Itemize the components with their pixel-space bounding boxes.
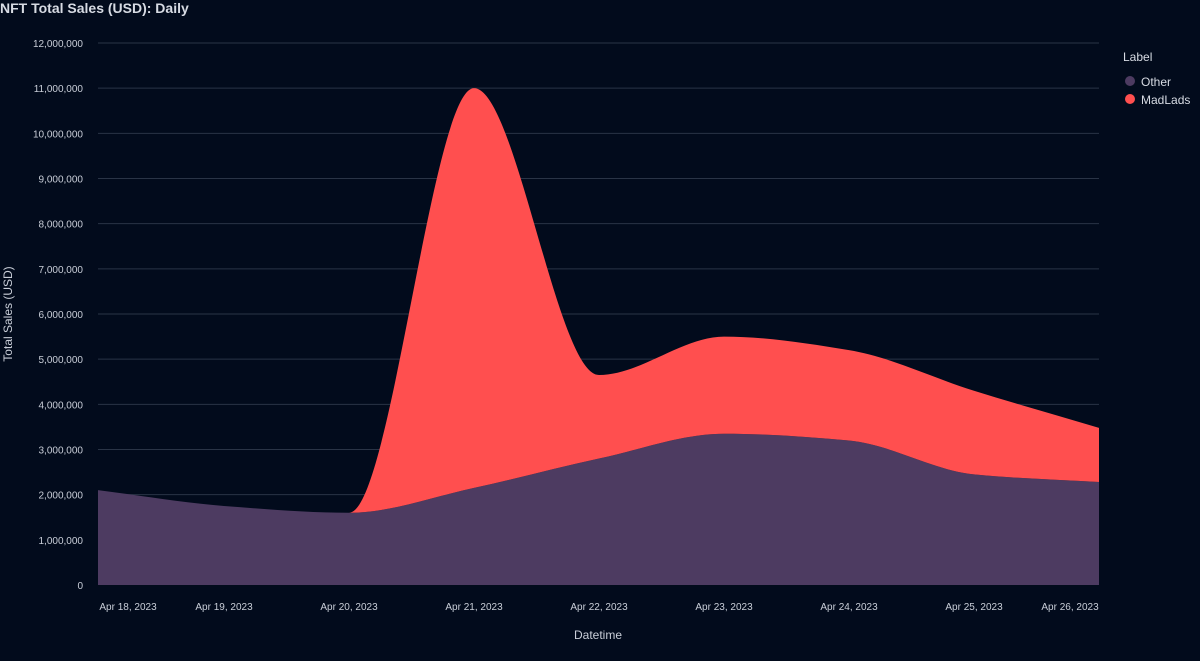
x-tick-label: Apr 24, 2023: [820, 602, 878, 613]
chart-title: NFT Total Sales (USD): Daily: [0, 0, 189, 16]
area-series: [98, 88, 1099, 585]
legend-swatch: [1125, 94, 1135, 104]
y-tick-label: 3,000,000: [39, 446, 84, 457]
x-tick-label: Apr 22, 2023: [570, 602, 628, 613]
x-tick-label: Apr 26, 2023: [1041, 602, 1099, 613]
y-tick-label: 11,000,000: [34, 84, 84, 95]
y-axis-ticks: 0 1,000,000 2,000,000 3,000,000 4,000,000 5,0…: [33, 39, 84, 592]
x-tick-label: Apr 20, 2023: [320, 602, 378, 613]
legend: Label Other MadLads: [1123, 50, 1190, 107]
legend-swatch: [1125, 76, 1135, 86]
y-tick-label: 2,000,000: [39, 491, 84, 502]
legend-title: Label: [1123, 50, 1152, 64]
y-tick-label: 5,000,000: [39, 355, 84, 366]
x-axis-ticks: Apr 18, 2023 Apr 19, 2023 Apr 20, 2023 Apr …: [99, 602, 1099, 613]
y-axis-label: Total Sales (USD): [1, 266, 15, 361]
y-tick-label: 6,000,000: [39, 310, 84, 321]
legend-label: MadLads: [1141, 93, 1190, 107]
y-tick-label: 7,000,000: [39, 265, 84, 276]
area-other: [98, 433, 1099, 585]
x-tick-label: Apr 21, 2023: [445, 602, 503, 613]
x-tick-label: Apr 25, 2023: [945, 602, 1003, 613]
x-tick-label: Apr 18, 2023: [99, 602, 157, 613]
y-tick-label: 10,000,000: [33, 129, 83, 140]
y-tick-label: 8,000,000: [39, 220, 84, 231]
area-madlads: [98, 88, 1099, 513]
y-tick-label: 1,000,000: [39, 536, 84, 547]
x-axis-label: Datetime: [574, 628, 622, 642]
gridlines: [98, 42, 1099, 541]
y-tick-label: 9,000,000: [39, 175, 84, 186]
legend-label: Other: [1141, 75, 1171, 89]
y-tick-label: 12,000,000: [33, 39, 83, 50]
x-tick-label: Apr 23, 2023: [695, 602, 753, 613]
x-tick-label: Apr 19, 2023: [195, 602, 253, 613]
y-tick-label: 0: [77, 581, 83, 592]
y-tick-label: 4,000,000: [39, 400, 84, 411]
